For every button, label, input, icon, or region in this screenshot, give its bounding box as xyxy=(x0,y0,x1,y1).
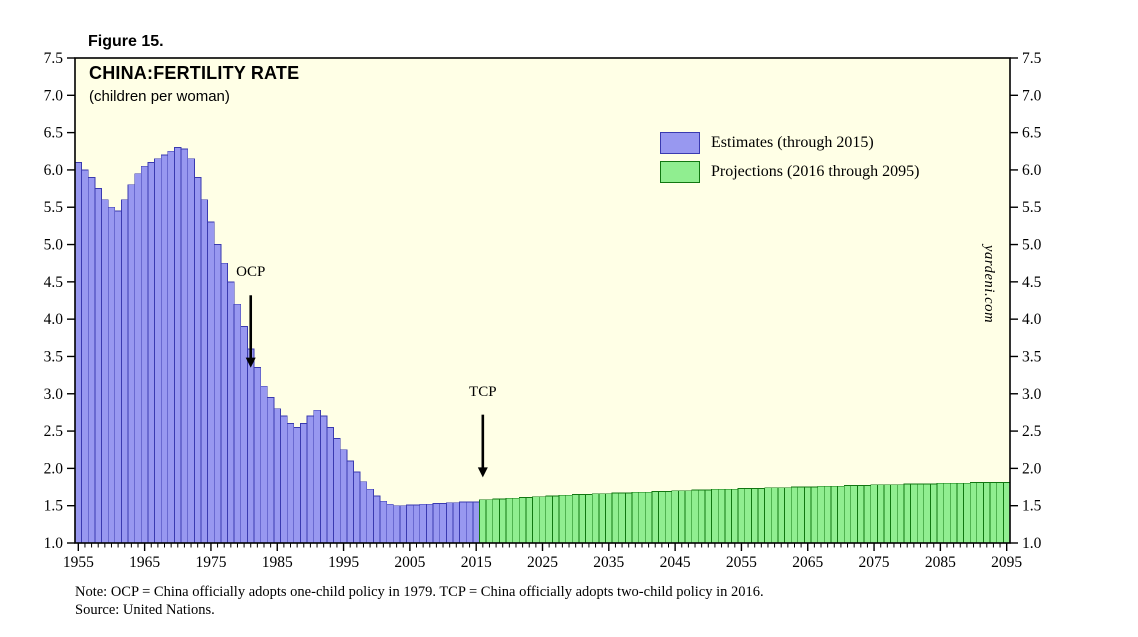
svg-text:2.5: 2.5 xyxy=(44,423,64,440)
svg-text:4.5: 4.5 xyxy=(1022,274,1042,291)
bars-canvas: OCP TCP xyxy=(75,147,1010,543)
svg-text:6.0: 6.0 xyxy=(44,162,64,179)
svg-text:1975: 1975 xyxy=(195,554,226,571)
svg-text:2.0: 2.0 xyxy=(44,460,64,477)
svg-text:2.0: 2.0 xyxy=(1022,460,1042,477)
svg-text:2045: 2045 xyxy=(660,554,691,571)
svg-text:2.5: 2.5 xyxy=(1022,423,1042,440)
svg-text:5.0: 5.0 xyxy=(44,237,64,254)
svg-text:1985: 1985 xyxy=(262,554,293,571)
legend-item-projections: Projections (2016 through 2095) xyxy=(660,161,919,183)
plot-area: OCP TCP xyxy=(75,58,1010,543)
svg-text:OCP: OCP xyxy=(236,264,265,280)
svg-text:2055: 2055 xyxy=(726,554,757,571)
svg-text:1.0: 1.0 xyxy=(44,535,64,552)
svg-text:5.0: 5.0 xyxy=(1022,237,1042,254)
watermark: yardeni.com xyxy=(981,245,997,324)
svg-text:5.5: 5.5 xyxy=(1022,199,1042,216)
svg-text:2015: 2015 xyxy=(461,554,492,571)
legend-label-projections: Projections (2016 through 2095) xyxy=(711,163,920,180)
svg-text:2095: 2095 xyxy=(991,554,1022,571)
svg-text:2025: 2025 xyxy=(527,554,558,571)
source-line: Source: United Nations. xyxy=(75,602,215,619)
svg-text:6.5: 6.5 xyxy=(44,125,64,142)
notes: Note: OCP = China officially adopts one-… xyxy=(75,583,764,619)
estimates-swatch xyxy=(660,132,700,154)
svg-text:7.0: 7.0 xyxy=(1022,87,1042,104)
svg-text:1.0: 1.0 xyxy=(1022,535,1042,552)
svg-text:1.5: 1.5 xyxy=(44,498,64,515)
svg-text:3.0: 3.0 xyxy=(1022,386,1042,403)
svg-text:2005: 2005 xyxy=(394,554,425,571)
svg-text:4.0: 4.0 xyxy=(44,311,64,328)
legend-label-estimates: Estimates (through 2015) xyxy=(711,134,874,151)
svg-text:7.5: 7.5 xyxy=(1022,50,1042,67)
svg-text:4.5: 4.5 xyxy=(44,274,64,291)
svg-text:7.5: 7.5 xyxy=(44,50,64,67)
svg-text:2085: 2085 xyxy=(925,554,956,571)
svg-text:1965: 1965 xyxy=(129,554,160,571)
svg-text:6.5: 6.5 xyxy=(1022,125,1042,142)
svg-text:6.0: 6.0 xyxy=(1022,162,1042,179)
svg-text:5.5: 5.5 xyxy=(44,199,64,216)
svg-text:3.0: 3.0 xyxy=(44,386,64,403)
svg-text:1995: 1995 xyxy=(328,554,359,571)
legend: Estimates (through 2015) Projections (20… xyxy=(660,132,919,190)
svg-text:TCP: TCP xyxy=(469,384,497,400)
svg-text:3.5: 3.5 xyxy=(1022,348,1042,365)
svg-text:1.5: 1.5 xyxy=(1022,498,1042,515)
chart-title: CHINA:FERTILITY RATE xyxy=(89,63,300,83)
projections-swatch xyxy=(660,161,700,183)
note-line: Note: OCP = China officially adopts one-… xyxy=(75,584,764,600)
svg-text:4.0: 4.0 xyxy=(1022,311,1042,328)
svg-text:2065: 2065 xyxy=(792,554,823,571)
chart-subtitle: (children per woman) xyxy=(89,88,230,105)
svg-text:7.0: 7.0 xyxy=(44,87,64,104)
figure-label: Figure 15. xyxy=(88,33,164,50)
svg-text:2075: 2075 xyxy=(859,554,890,571)
svg-text:2035: 2035 xyxy=(593,554,624,571)
svg-text:1955: 1955 xyxy=(63,554,94,571)
svg-text:3.5: 3.5 xyxy=(44,348,64,365)
legend-item-estimates: Estimates (through 2015) xyxy=(660,132,919,154)
